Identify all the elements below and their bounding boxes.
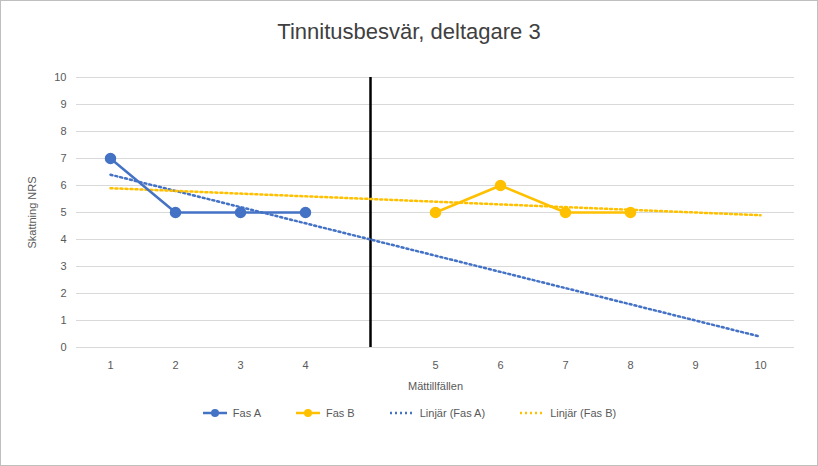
svg-text:6: 6 — [60, 179, 66, 191]
svg-text:8: 8 — [60, 125, 66, 137]
svg-text:3: 3 — [237, 359, 243, 371]
svg-text:4: 4 — [60, 233, 66, 245]
svg-text:8: 8 — [627, 359, 633, 371]
html-text:Linjär (Fas B): Linjär (Fas B) — [550, 407, 617, 419]
svg-text:0: 0 — [60, 341, 66, 353]
svg-text:Mättillfällen: Mättillfällen — [408, 380, 463, 392]
svg-text:7: 7 — [60, 152, 66, 164]
svg-text:10: 10 — [54, 71, 66, 83]
html-text:Fas B: Fas B — [326, 407, 355, 419]
svg-text:6: 6 — [497, 359, 503, 371]
svg-text:1: 1 — [107, 359, 113, 371]
html-text:Linjär (Fas A): Linjär (Fas A) — [419, 407, 486, 419]
svg-text:2: 2 — [60, 287, 66, 299]
svg-text:7: 7 — [562, 359, 568, 371]
svg-text:3: 3 — [60, 260, 66, 272]
svg-text:10: 10 — [754, 359, 766, 371]
svg-text:5: 5 — [432, 359, 438, 371]
svg-text:Skattning NRS: Skattning NRS — [26, 176, 38, 248]
svg-text:9: 9 — [692, 359, 698, 371]
html-text:Fas A: Fas A — [232, 407, 261, 419]
svg-text:1: 1 — [60, 314, 66, 326]
svg-text:9: 9 — [60, 98, 66, 110]
svg-text:4: 4 — [302, 359, 308, 371]
html-text:Tinnitusbesvär, deltagare 3: Tinnitusbesvär, deltagare 3 — [277, 19, 541, 44]
svg-text:2: 2 — [172, 359, 178, 371]
svg-text:5: 5 — [60, 206, 66, 218]
